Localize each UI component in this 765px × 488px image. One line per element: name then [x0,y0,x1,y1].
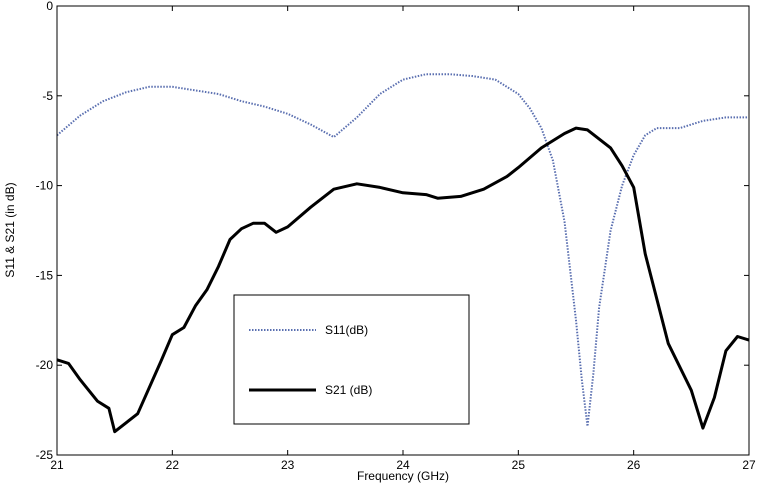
legend: S11(dB) S21 (dB) [233,294,470,425]
series-line-s11 [57,73,749,428]
x-tick-label: 26 [627,458,641,472]
x-tick-label: 27 [742,458,756,472]
y-tick-label: -20 [36,358,54,372]
x-tick-label: 21 [50,458,64,472]
legend-label-s21: S21 (dB) [325,383,372,397]
x-tick-label: 24 [396,458,410,472]
legend-label-s11: S11(dB) [325,323,368,337]
legend-box [233,294,470,425]
x-tick-label: 25 [512,458,526,472]
x-tick-label: 23 [281,458,295,472]
y-tick-label: -15 [36,268,54,282]
x-tick-label: 22 [166,458,180,472]
y-tick-label: -5 [42,89,53,103]
y-axis-label: S11 & S21 (in dB) [3,182,17,277]
y-tick-label: -10 [36,179,54,193]
y-tick-label: -25 [36,448,54,462]
series-line-s21 [57,126,749,434]
y-tick-label: 0 [46,0,53,13]
x-axis-label: Frequency (GHz) [357,469,449,483]
